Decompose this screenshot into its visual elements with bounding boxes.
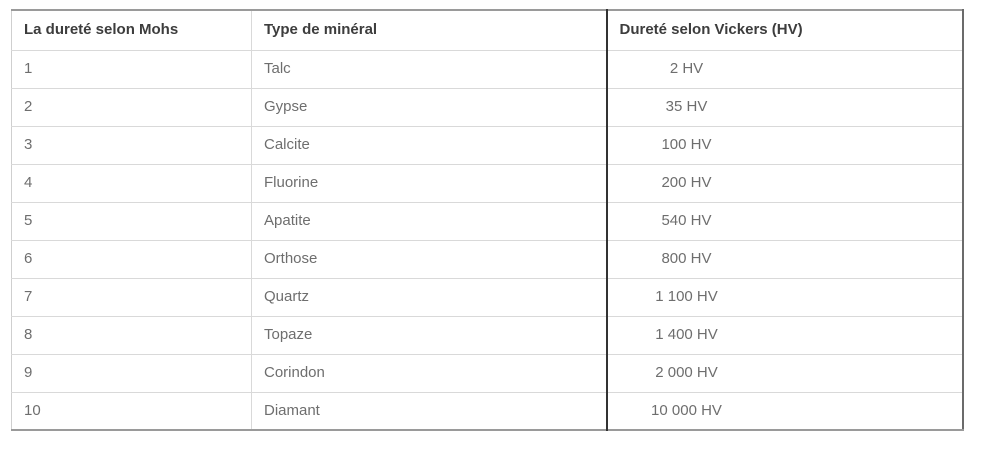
table-row: 2 Gypse 35 HV	[11, 88, 963, 127]
table-row: 10 Diamant 10 000 HV	[11, 392, 963, 431]
mohs-cell: 1	[11, 50, 252, 89]
table-header-row: La dureté selon Mohs Type de minéral Dur…	[11, 10, 963, 51]
mohs-cell: 5	[11, 202, 252, 241]
mineral-cell: Gypse	[251, 88, 607, 127]
table-row: 1 Talc 2 HV	[11, 50, 963, 89]
mohs-cell: 6	[11, 240, 252, 279]
header-mohs: La dureté selon Mohs	[11, 10, 252, 51]
table-row: 8 Topaze 1 400 HV	[11, 316, 963, 355]
mineral-cell: Diamant	[251, 392, 607, 431]
mohs-cell: 2	[11, 88, 252, 127]
vickers-cell: 2 HV	[605, 50, 963, 89]
mohs-cell: 3	[11, 126, 252, 165]
mohs-vickers-hardness-table: La dureté selon Mohs Type de minéral Dur…	[11, 9, 964, 431]
table-row: 5 Apatite 540 HV	[11, 202, 963, 241]
mohs-cell: 9	[11, 354, 252, 393]
mohs-cell: 7	[11, 278, 252, 317]
mineral-cell: Topaze	[251, 316, 607, 355]
mohs-cell: 4	[11, 164, 252, 203]
table-row: 3 Calcite 100 HV	[11, 126, 963, 165]
mohs-cell: 8	[11, 316, 252, 355]
mineral-cell: Apatite	[251, 202, 607, 241]
header-vickers: Dureté selon Vickers (HV)	[605, 10, 963, 51]
vickers-cell: 10 000 HV	[605, 392, 963, 431]
vickers-cell: 35 HV	[605, 88, 963, 127]
mineral-cell: Corindon	[251, 354, 607, 393]
mineral-cell: Talc	[251, 50, 607, 89]
vickers-cell: 1 400 HV	[605, 316, 963, 355]
vickers-cell: 100 HV	[605, 126, 963, 165]
table-row: 4 Fluorine 200 HV	[11, 164, 963, 203]
vickers-cell: 200 HV	[605, 164, 963, 203]
header-mineral: Type de minéral	[251, 10, 607, 51]
vickers-cell: 1 100 HV	[605, 278, 963, 317]
table-row: 7 Quartz 1 100 HV	[11, 278, 963, 317]
vickers-cell: 540 HV	[605, 202, 963, 241]
vickers-cell: 800 HV	[605, 240, 963, 279]
vickers-cell: 2 000 HV	[605, 354, 963, 393]
table-row: 6 Orthose 800 HV	[11, 240, 963, 279]
mineral-cell: Fluorine	[251, 164, 607, 203]
table-row: 9 Corindon 2 000 HV	[11, 354, 963, 393]
mohs-cell: 10	[11, 392, 252, 431]
mineral-cell: Calcite	[251, 126, 607, 165]
mineral-cell: Orthose	[251, 240, 607, 279]
mineral-cell: Quartz	[251, 278, 607, 317]
